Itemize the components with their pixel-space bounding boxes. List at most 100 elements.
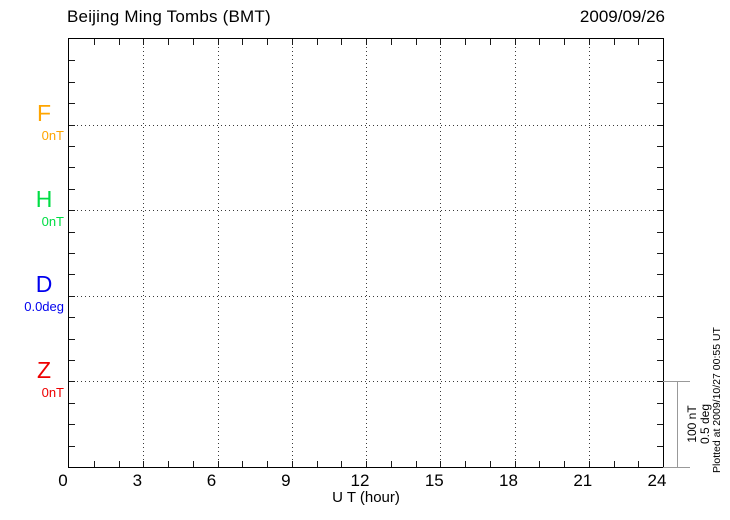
- tick-right: [657, 381, 663, 383]
- tick-left: [69, 317, 75, 319]
- x-tick-label: 0: [58, 471, 68, 490]
- tick-top: [539, 39, 541, 45]
- tick-top: [93, 39, 95, 45]
- x-tick-label: 12: [350, 471, 370, 490]
- tick-top: [291, 39, 293, 45]
- tick-bottom: [93, 461, 95, 467]
- tick-right: [657, 338, 663, 340]
- tick-left: [69, 188, 75, 190]
- tick-left: [69, 295, 75, 297]
- x-tick-label: 21: [573, 471, 593, 490]
- tick-top: [440, 39, 442, 45]
- tick-top: [118, 39, 120, 45]
- grid-vline-hour-18: [514, 39, 516, 467]
- channel-f-baseline-value: 0nT: [41, 128, 64, 143]
- tick-top: [390, 39, 392, 45]
- tick-bottom: [465, 461, 466, 467]
- tick-right: [657, 210, 663, 212]
- tick-left: [69, 60, 75, 62]
- x-tick-label: 9: [281, 471, 291, 490]
- grid-hline-baseline-2: [69, 210, 663, 212]
- channel-d-letter: D: [35, 271, 53, 297]
- grid-vline-hour-12: [366, 39, 367, 467]
- grid-vline-hour-9: [291, 39, 293, 467]
- station-title: Beijing Ming Tombs (BMT): [67, 7, 271, 26]
- tick-bottom: [638, 461, 640, 467]
- tick-right: [657, 317, 663, 319]
- tick-top: [217, 39, 219, 45]
- tick-left: [69, 167, 75, 169]
- tick-bottom: [217, 461, 219, 467]
- tick-left: [69, 381, 75, 383]
- tick-right: [657, 167, 663, 169]
- x-tick-label: 6: [206, 471, 217, 490]
- channel-z-baseline-value: 0nT: [41, 385, 64, 400]
- grid-vline-hour-3: [143, 39, 145, 467]
- tick-left: [69, 231, 75, 233]
- tick-bottom: [390, 461, 392, 467]
- grid-vline-hour-6: [217, 39, 219, 467]
- grid-vline-hour-15: [440, 39, 442, 467]
- tick-right: [657, 60, 663, 62]
- tick-top: [192, 39, 194, 45]
- scale-bar-line: [677, 381, 678, 468]
- tick-left: [69, 124, 75, 126]
- tick-bottom: [242, 461, 244, 467]
- channel-h-baseline-value: 0nT: [41, 214, 64, 229]
- tick-left: [69, 338, 75, 340]
- tick-left: [69, 103, 75, 105]
- tick-right: [657, 402, 663, 404]
- tick-right: [657, 253, 663, 254]
- tick-left: [69, 146, 75, 147]
- x-axis-title: U T (hour): [332, 489, 400, 506]
- x-tick-label: 3: [132, 471, 143, 490]
- tick-left: [69, 253, 75, 254]
- tick-left: [69, 360, 75, 361]
- tick-bottom: [588, 461, 590, 467]
- tick-top: [588, 39, 590, 45]
- tick-top: [465, 39, 466, 45]
- tick-right: [657, 188, 663, 190]
- tick-right: [657, 445, 663, 447]
- x-tick-label: 24: [647, 471, 667, 490]
- grid-hline-baseline-4: [69, 381, 663, 383]
- tick-top: [514, 39, 516, 45]
- channel-f-letter: F: [36, 100, 52, 126]
- tick-bottom: [118, 461, 120, 467]
- grid-hline-baseline-3: [69, 295, 663, 297]
- tick-top: [613, 39, 615, 45]
- channel-d-baseline-value: 0.0deg: [24, 299, 64, 314]
- tick-left: [69, 274, 75, 276]
- tick-bottom: [267, 461, 268, 467]
- tick-bottom: [514, 461, 516, 467]
- tick-bottom: [440, 461, 442, 467]
- scale-bar-label: 100 nT 0.5 deg: [685, 403, 712, 445]
- tick-bottom: [613, 461, 615, 467]
- tick-right: [657, 231, 663, 233]
- scale-bar-label-deg: 0.5 deg: [698, 403, 712, 445]
- tick-right: [657, 295, 663, 297]
- tick-top: [242, 39, 244, 45]
- tick-left: [69, 424, 75, 426]
- tick-right: [657, 274, 663, 276]
- tick-bottom: [415, 461, 417, 467]
- tick-left: [69, 81, 75, 83]
- observation-date: 2009/09/26: [579, 7, 665, 26]
- scale-bar-bottom-cap: [663, 467, 690, 468]
- x-tick-label: 15: [424, 471, 444, 490]
- tick-top: [489, 39, 491, 45]
- plot-area: [68, 38, 664, 468]
- tick-bottom: [564, 461, 565, 467]
- channel-z-letter: Z: [36, 357, 52, 383]
- tick-bottom: [168, 461, 169, 467]
- x-tick-label: 18: [499, 471, 518, 490]
- tick-top: [143, 39, 145, 45]
- tick-top: [341, 39, 343, 45]
- tick-top: [564, 39, 565, 45]
- plotted-at-note: Plotted at 2009/10/27 00:55 UT: [711, 327, 723, 473]
- tick-top: [415, 39, 417, 45]
- tick-bottom: [341, 461, 343, 467]
- tick-right: [657, 360, 663, 361]
- tick-bottom: [291, 461, 293, 467]
- tick-right: [657, 424, 663, 426]
